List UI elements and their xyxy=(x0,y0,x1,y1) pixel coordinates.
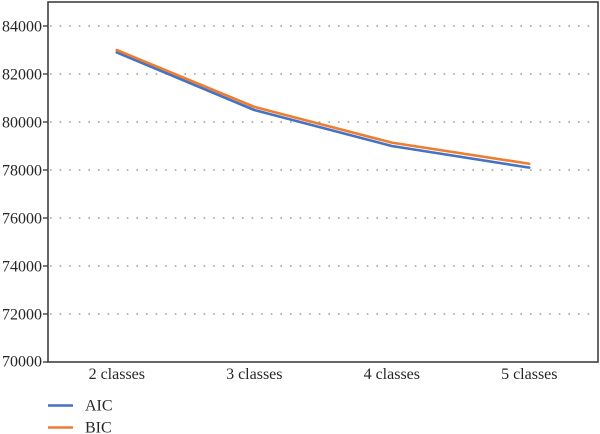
x-category-label: 3 classes xyxy=(226,366,282,383)
legend-label-bic: BIC xyxy=(85,420,112,434)
y-tick-label: 84000 xyxy=(2,19,42,36)
plot-area xyxy=(43,1,599,363)
y-tick-label: 74000 xyxy=(2,259,42,276)
y-tick-label: 78000 xyxy=(2,163,42,180)
legend: AIC BIC xyxy=(48,398,113,434)
x-category-label: 5 classes xyxy=(501,366,557,383)
series-line-bic xyxy=(115,48,531,166)
y-axis-labels: 84000 82000 80000 78000 76000 74000 7200… xyxy=(2,19,42,371)
legend-label-aic: AIC xyxy=(85,398,113,415)
y-tick-label: 82000 xyxy=(2,67,42,84)
x-category-label: 4 classes xyxy=(364,366,420,383)
y-tick-label: 72000 xyxy=(2,307,42,324)
y-tick-label: 70000 xyxy=(2,354,42,371)
plot-frame xyxy=(47,1,599,363)
y-tick-label: 80000 xyxy=(2,115,42,132)
x-category-label: 2 classes xyxy=(89,366,145,383)
y-tick-label: 76000 xyxy=(2,211,42,228)
x-axis-labels: 2 classes 3 classes 4 classes 5 classes xyxy=(89,366,558,383)
series-line-aic xyxy=(115,51,531,169)
